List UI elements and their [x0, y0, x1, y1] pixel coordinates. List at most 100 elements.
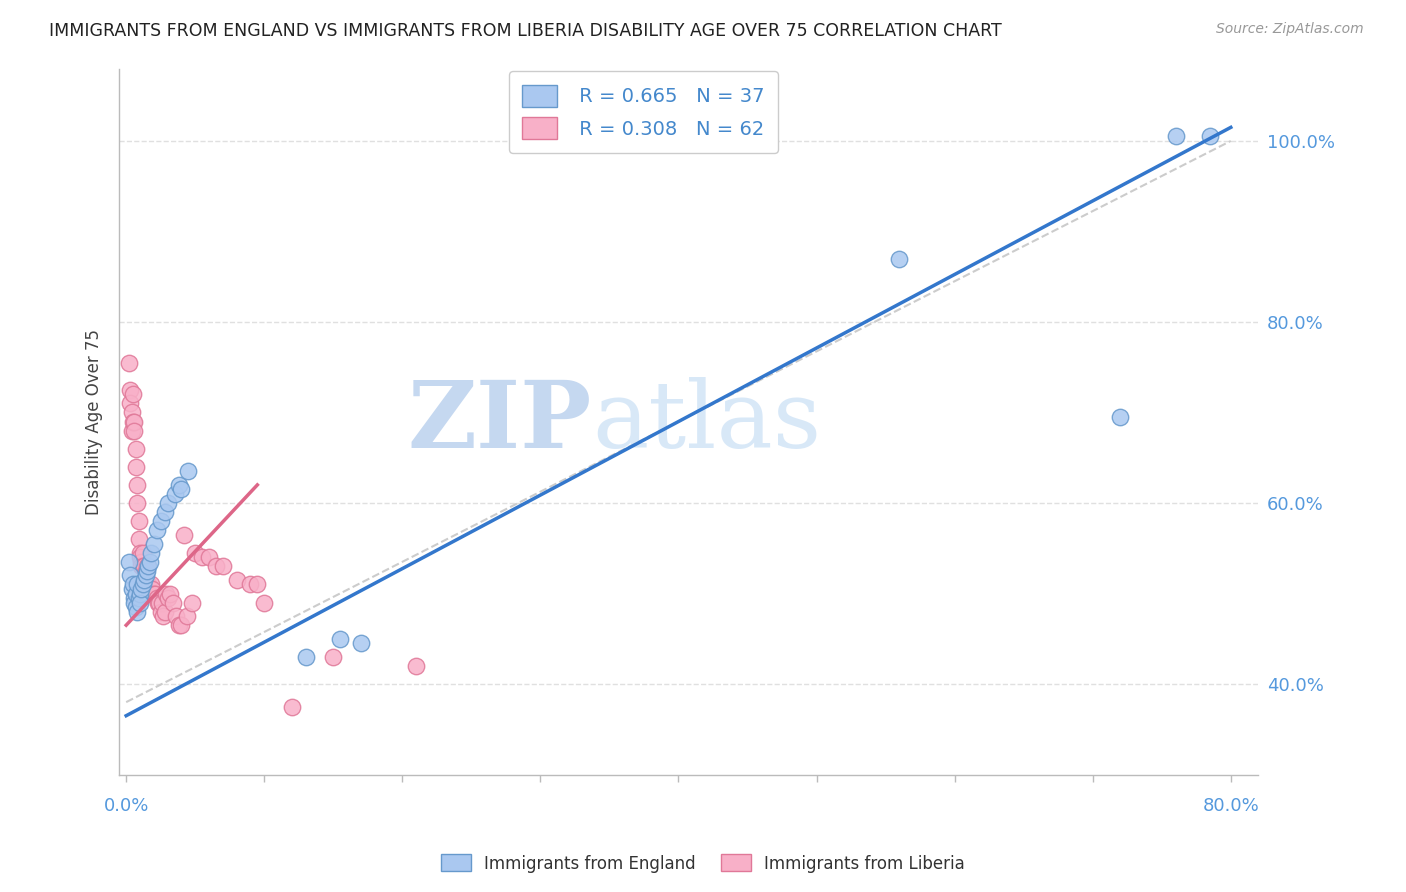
Point: [239, 577, 262, 591]
Point: [191, 550, 214, 565]
Point: [281, 699, 304, 714]
Point: [125, 459, 148, 474]
Point: [211, 559, 233, 574]
Point: [148, 596, 170, 610]
Point: [149, 514, 172, 528]
Point: [121, 582, 143, 596]
Point: [153, 505, 176, 519]
Text: Source: ZipAtlas.com: Source: ZipAtlas.com: [1216, 22, 1364, 37]
Point: [143, 586, 166, 600]
Point: [132, 546, 155, 560]
Point: [142, 586, 165, 600]
Point: [125, 442, 148, 456]
Point: [350, 636, 373, 650]
Point: [124, 596, 146, 610]
Legend: Immigrants from England, Immigrants from Liberia: Immigrants from England, Immigrants from…: [434, 847, 972, 880]
Point: [156, 496, 179, 510]
Point: [120, 568, 142, 582]
Point: [127, 478, 149, 492]
Point: [120, 383, 142, 397]
Point: [132, 577, 155, 591]
Point: [181, 596, 204, 610]
Point: [170, 618, 193, 632]
Point: [153, 605, 176, 619]
Point: [145, 523, 167, 537]
Point: [136, 559, 159, 574]
Point: [124, 415, 146, 429]
Point: [125, 600, 148, 615]
Point: [134, 564, 156, 578]
Point: [246, 577, 269, 591]
Point: [134, 573, 156, 587]
Point: [134, 577, 156, 591]
Point: [167, 618, 190, 632]
Point: [127, 496, 149, 510]
Text: ZIP: ZIP: [408, 376, 592, 467]
Point: [122, 387, 145, 401]
Text: IMMIGRANTS FROM ENGLAND VS IMMIGRANTS FROM LIBERIA DISABILITY AGE OVER 75 CORREL: IMMIGRANTS FROM ENGLAND VS IMMIGRANTS FR…: [49, 22, 1002, 40]
Point: [135, 564, 157, 578]
Point: [131, 582, 153, 596]
Point: [120, 396, 142, 410]
Point: [329, 632, 352, 646]
Point: [145, 591, 167, 605]
Point: [135, 582, 157, 596]
Point: [159, 586, 181, 600]
Point: [131, 559, 153, 574]
Point: [124, 591, 146, 605]
Point: [127, 577, 149, 591]
Text: 0.0%: 0.0%: [104, 797, 149, 815]
Point: [125, 586, 148, 600]
Point: [253, 596, 276, 610]
Point: [889, 252, 911, 266]
Point: [134, 568, 156, 582]
Point: [131, 555, 153, 569]
Text: atlas: atlas: [592, 376, 821, 467]
Point: [128, 532, 150, 546]
Point: [146, 596, 169, 610]
Text: 80.0%: 80.0%: [1202, 797, 1260, 815]
Point: [121, 424, 143, 438]
Point: [177, 464, 200, 478]
Point: [128, 591, 150, 605]
Point: [156, 591, 179, 605]
Point: [129, 546, 152, 560]
Point: [170, 483, 193, 497]
Point: [205, 559, 228, 574]
Point: [322, 649, 344, 664]
Point: [124, 424, 146, 438]
Point: [165, 609, 187, 624]
Point: [121, 405, 143, 419]
Point: [132, 559, 155, 574]
Point: [129, 596, 152, 610]
Point: [1109, 409, 1132, 424]
Point: [122, 415, 145, 429]
Point: [129, 586, 152, 600]
Point: [135, 559, 157, 574]
Point: [128, 514, 150, 528]
Point: [150, 596, 173, 610]
Point: [405, 659, 427, 673]
Legend:  R = 0.665   N = 37,  R = 0.308   N = 62: R = 0.665 N = 37, R = 0.308 N = 62: [509, 71, 778, 153]
Point: [162, 596, 184, 610]
Point: [142, 537, 165, 551]
Point: [139, 546, 162, 560]
Point: [138, 586, 160, 600]
Point: [173, 527, 195, 541]
Point: [118, 356, 141, 370]
Point: [136, 577, 159, 591]
Point: [1199, 129, 1222, 144]
Point: [163, 487, 186, 501]
Point: [129, 550, 152, 565]
Point: [118, 555, 141, 569]
Point: [184, 546, 207, 560]
Point: [225, 573, 247, 587]
Point: [167, 478, 190, 492]
Point: [294, 649, 316, 664]
Point: [134, 577, 156, 591]
Point: [155, 586, 177, 600]
Point: [141, 582, 163, 596]
Point: [134, 559, 156, 574]
Point: [152, 609, 174, 624]
Point: [127, 605, 149, 619]
